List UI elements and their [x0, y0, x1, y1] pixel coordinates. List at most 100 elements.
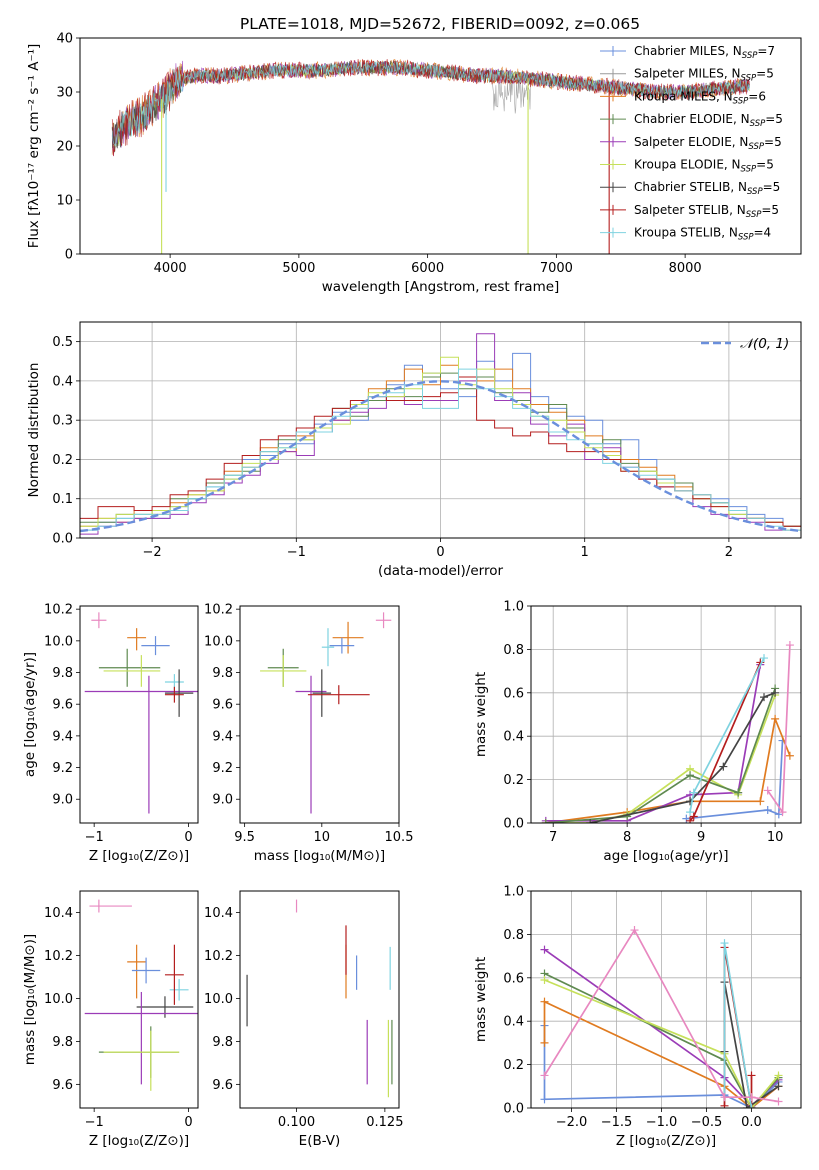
y-tick-label: 10.4	[44, 906, 73, 921]
weight-marker	[540, 997, 549, 1006]
legend-subscript: SSP	[733, 96, 749, 106]
x-tick-label: −2.0	[556, 1115, 588, 1130]
x-tick-label: 0	[184, 1115, 192, 1130]
x-axis-label: (data-model)/error	[378, 563, 504, 579]
weight-marker	[771, 688, 780, 697]
panel-residuals: −2 −1 0 1 2 0.0 0.1 0.2 0.3 0.4 0.5 (data-model)/er…	[26, 321, 802, 579]
legend-subscript: SSP	[741, 165, 757, 175]
y-axis-label: Normed distribution	[26, 363, 42, 498]
y-axis-label: age [log₁₀(age/yr)]	[22, 652, 38, 777]
legend-entry: Salpeter MILES, NSSP=5	[634, 67, 774, 84]
legend-subscript: SSP	[741, 74, 757, 84]
legend-entry: Salpeter ELODIE, NSSP=5	[634, 135, 782, 152]
weight-marker	[630, 926, 639, 935]
weight-marker	[785, 751, 794, 760]
y-tick-label: 0.4	[52, 374, 73, 389]
y-tick-label: 0	[65, 248, 73, 263]
x-tick-label: 10	[767, 830, 784, 845]
x-tick-label: 8000	[669, 261, 702, 276]
weight-marker	[540, 975, 549, 984]
y-tick-label: 10	[56, 194, 73, 209]
legend-count: =6	[748, 89, 766, 103]
weight-marker	[540, 1095, 549, 1104]
weight-marker	[747, 1093, 756, 1102]
y-tick-label: 1.0	[503, 885, 524, 900]
legend-entry-gaussian: 𝒩(0, 1)	[740, 336, 789, 352]
panel-weight_vs_Z: −2.0 −1.5 −1.0 −0.5 0.0 0.0 0.2 0.4 0.6 0.8 1.0 Z […	[473, 885, 802, 1149]
y-tick-label: 9.0	[212, 793, 233, 808]
axes-frame	[530, 605, 802, 824]
weight-marker	[756, 797, 765, 806]
y-tick-label: 0.1	[52, 492, 73, 507]
plot-area	[80, 322, 801, 538]
x-tick-label: 0.0	[741, 1115, 762, 1130]
y-tick-label: 0.2	[503, 1058, 524, 1073]
y-tick-label: 0.4	[503, 730, 524, 745]
y-tick-label: 10.0	[44, 634, 73, 649]
y-tick-label: 9.2	[52, 761, 73, 776]
x-tick-label: 10	[314, 830, 331, 845]
y-tick-label: 0.2	[52, 453, 73, 468]
weight-marker	[719, 762, 728, 771]
legend-subscript: SSP	[748, 142, 764, 152]
weight-marker	[771, 714, 780, 723]
legend-entry: Salpeter STELIB, NSSP=5	[634, 203, 779, 220]
plot-area	[260, 612, 392, 814]
y-tick-label: 40	[56, 32, 73, 47]
legend-subscript: SSP	[746, 210, 762, 220]
x-axis-label: Z [log₁₀(Z/Z⊙)]	[89, 848, 189, 864]
plot-area	[84, 612, 198, 814]
axes-frame	[79, 321, 802, 539]
y-tick-label: 0.0	[503, 817, 524, 832]
plot-area	[531, 606, 801, 823]
legend-text: Chabrier ELODIE, N	[634, 112, 750, 126]
y-tick-label: 0.6	[503, 971, 524, 986]
weight-marker	[743, 1104, 751, 1108]
weight-marker	[689, 788, 698, 797]
y-tick-label: 0.6	[503, 686, 524, 701]
weight-marker	[720, 1093, 729, 1102]
x-tick-label: 9	[697, 830, 705, 845]
weight-marker	[763, 786, 772, 795]
plot-area	[84, 899, 198, 1091]
weight-marker	[540, 1071, 549, 1080]
axes-frame	[79, 890, 199, 1109]
y-tick-label: 0.8	[503, 928, 524, 943]
legend-count: =7	[757, 44, 775, 58]
weight-marker	[682, 814, 691, 823]
weight-line-salpeter-elodie	[545, 664, 762, 822]
y-tick-label: 9.8	[212, 1035, 233, 1050]
y-tick-label: 9.6	[212, 1078, 233, 1093]
legend-subscript: SSP	[742, 51, 758, 61]
panel-spectrum: 4000 5000 6000 7000 8000 0 10 20 30 40 wavelength …	[26, 32, 802, 295]
weight-line-kroupa-elodie	[545, 694, 776, 823]
plot-area	[246, 899, 393, 1098]
axes-frame	[239, 605, 400, 824]
gaussian-curve	[80, 380, 801, 533]
panel-age_vs_mass: 9.5 10 10.5 9.0 9.2 9.4 9.6 9.8 10.0 10.2 mass [lo…	[204, 603, 413, 864]
y-tick-label: 1.0	[503, 600, 524, 615]
figure-title: PLATE=1018, MJD=52672, FIBERID=0092, z=0…	[240, 15, 640, 33]
axes-frame	[239, 890, 400, 1109]
y-tick-label: 9.8	[52, 1035, 73, 1050]
legend-count: =5	[765, 112, 783, 126]
y-tick-label: 10.2	[44, 603, 73, 618]
y-axis-label: mass weight	[473, 957, 489, 1042]
weight-marker	[774, 1082, 783, 1091]
x-axis-label: E(B-V)	[299, 1133, 341, 1149]
x-tick-label: −0.5	[691, 1115, 723, 1130]
legend-text: Kroupa STELIB, N	[634, 226, 738, 240]
y-tick-label: 9.8	[212, 666, 233, 681]
x-tick-label: 0	[436, 545, 444, 560]
legend-subscript: SSP	[738, 233, 754, 243]
weight-line-kroupa-miles	[545, 715, 791, 823]
x-axis-label: Z [log₁₀(Z/Z⊙)]	[89, 1133, 189, 1149]
weight-marker	[540, 1038, 549, 1047]
weight-marker	[623, 812, 632, 821]
legend-entry: Chabrier STELIB, NSSP=5	[634, 180, 780, 197]
legend-text: Salpeter MILES, N	[634, 67, 741, 81]
x-axis-label: age [log₁₀(age/yr)]	[603, 848, 728, 864]
legend-text: Salpeter STELIB, N	[634, 203, 746, 217]
